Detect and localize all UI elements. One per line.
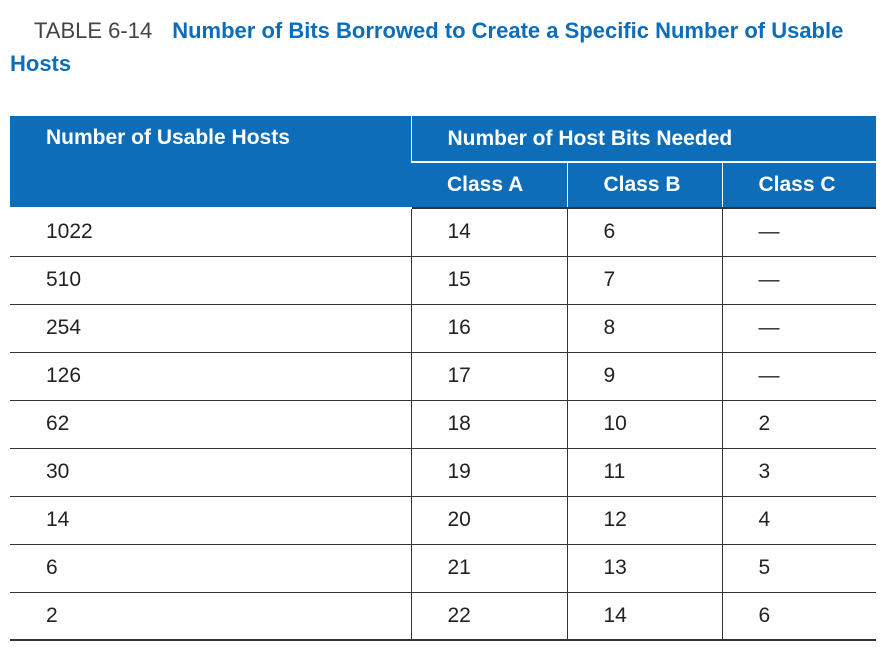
- cell-usable-hosts: 1022: [10, 207, 411, 257]
- cell-usable-hosts: 6: [10, 544, 411, 593]
- cell-class-a: 18: [410, 400, 567, 449]
- table-row: 30 19 11 3: [10, 448, 877, 497]
- cell-class-b: 13: [566, 544, 722, 593]
- cell-class-a: 17: [410, 352, 567, 401]
- cell-usable-hosts: 14: [10, 496, 411, 545]
- cell-class-b: 7: [566, 256, 722, 305]
- cell-class-c: —: [721, 207, 877, 257]
- cell-class-b: 12: [566, 496, 722, 545]
- header-usable-hosts: Number of Usable Hosts: [10, 116, 411, 209]
- table-row: 510 15 7—: [10, 256, 877, 305]
- cell-usable-hosts: 510: [10, 256, 411, 305]
- table-row: 62 18 10 2: [10, 400, 877, 449]
- cell-class-b: 9: [566, 352, 722, 401]
- cell-class-a: 15: [410, 256, 567, 305]
- table-row: 6 21 13 5: [10, 544, 877, 593]
- table-row: 2 22 14 6: [10, 592, 877, 641]
- cell-class-c: 5: [721, 544, 877, 593]
- host-bits-table: Number of Usable Hosts Number of Host Bi…: [10, 116, 877, 641]
- cell-class-c: 6: [721, 592, 877, 641]
- header-class-c: Class C: [721, 162, 877, 208]
- cell-class-c: —: [721, 304, 877, 353]
- cell-usable-hosts: 126: [10, 352, 411, 401]
- table-title: Number of Bits Borrowed to Create a Spec…: [10, 18, 844, 76]
- header-host-bits-needed: Number of Host Bits Needed: [410, 116, 877, 163]
- cell-usable-hosts: 254: [10, 304, 411, 353]
- table-row: 1022 14 6—: [10, 207, 877, 257]
- cell-class-c: —: [721, 256, 877, 305]
- table-body: 1022 14 6—510 15 7—254 16 8—126 17 9—62 18 10 2 30 19…: [10, 207, 877, 641]
- table-number: TABLE 6-14: [34, 18, 153, 43]
- cell-class-c: —: [721, 352, 877, 401]
- cell-class-c: 2: [721, 400, 877, 449]
- cell-class-a: 22: [410, 592, 567, 641]
- cell-class-b: 10: [566, 400, 722, 449]
- cell-class-a: 14: [410, 207, 567, 257]
- cell-usable-hosts: 62: [10, 400, 411, 449]
- cell-class-b: 14: [566, 592, 722, 641]
- cell-usable-hosts: 30: [10, 448, 411, 497]
- cell-class-a: 20: [410, 496, 567, 545]
- header-class-a: Class A: [411, 162, 567, 208]
- table-row: 254 16 8—: [10, 304, 877, 353]
- cell-class-a: 16: [410, 304, 567, 353]
- cell-class-b: 8: [566, 304, 722, 353]
- cell-class-b: 6: [566, 207, 722, 257]
- cell-class-c: 3: [721, 448, 877, 497]
- cell-class-b: 11: [566, 448, 722, 497]
- table-caption: TABLE 6-14 Number of Bits Borrowed to Cre…: [10, 14, 870, 80]
- table-row: 126 17 9—: [10, 352, 877, 401]
- cell-usable-hosts: 2: [10, 592, 411, 641]
- cell-class-a: 19: [410, 448, 567, 497]
- cell-class-c: 4: [721, 496, 877, 545]
- header-class-b: Class B: [566, 162, 722, 208]
- cell-class-a: 21: [410, 544, 567, 593]
- table-row: 14 20 12 4: [10, 496, 877, 545]
